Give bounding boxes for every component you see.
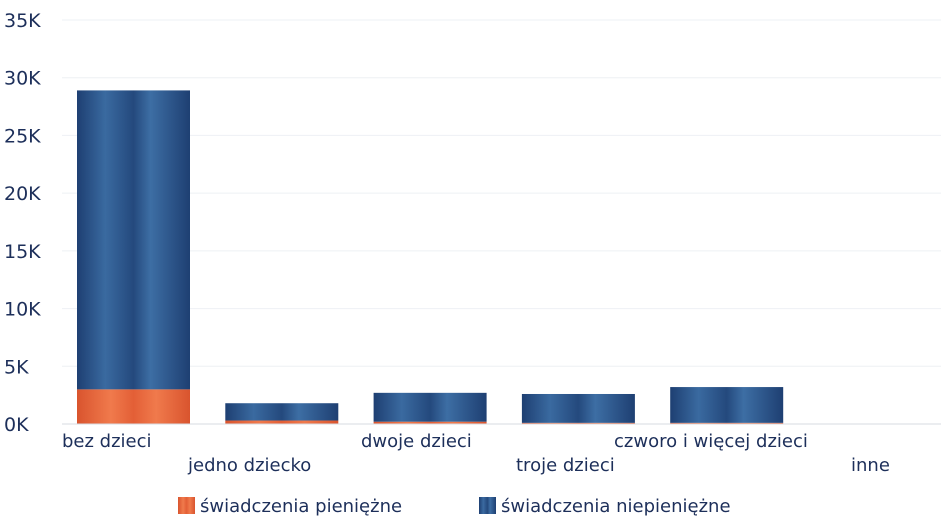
- bar-niepieniezne: [670, 387, 784, 423]
- y-tick-label: 25K: [4, 125, 41, 147]
- y-tick-label: 20K: [4, 183, 41, 205]
- bar-niepieniezne: [77, 90, 190, 390]
- y-tick-label: 0K: [4, 414, 29, 436]
- legend-label: świadczenia pieniężne: [200, 496, 402, 517]
- bar-pieniezne: [77, 389, 190, 424]
- x-category-label: bez dzieci: [62, 431, 152, 452]
- bar-niepieniezne: [521, 393, 635, 423]
- bar-pieniezne: [373, 421, 487, 424]
- bar-pieniezne: [521, 422, 635, 424]
- y-tick-label: 35K: [4, 10, 41, 32]
- bar-niepieniezne: [373, 392, 487, 422]
- bar-niepieniezne: [225, 403, 339, 421]
- x-category-label: inne: [851, 455, 890, 476]
- legend-swatch: [178, 497, 195, 514]
- y-tick-label: 30K: [4, 68, 41, 90]
- bar-pieniezne: [225, 420, 339, 424]
- y-tick-label: 15K: [4, 241, 41, 263]
- x-category-label: czworo i więcej dzieci: [614, 431, 808, 452]
- y-tick-label: 5K: [4, 356, 29, 378]
- legend-swatch: [479, 497, 496, 514]
- legend-label: świadczenia niepieniężne: [501, 496, 731, 517]
- x-category-label: dwoje dzieci: [361, 431, 472, 452]
- y-tick-label: 10K: [4, 299, 41, 321]
- x-category-label: troje dzieci: [516, 455, 615, 476]
- bar-pieniezne: [670, 422, 784, 424]
- x-category-label: jedno dziecko: [187, 455, 311, 476]
